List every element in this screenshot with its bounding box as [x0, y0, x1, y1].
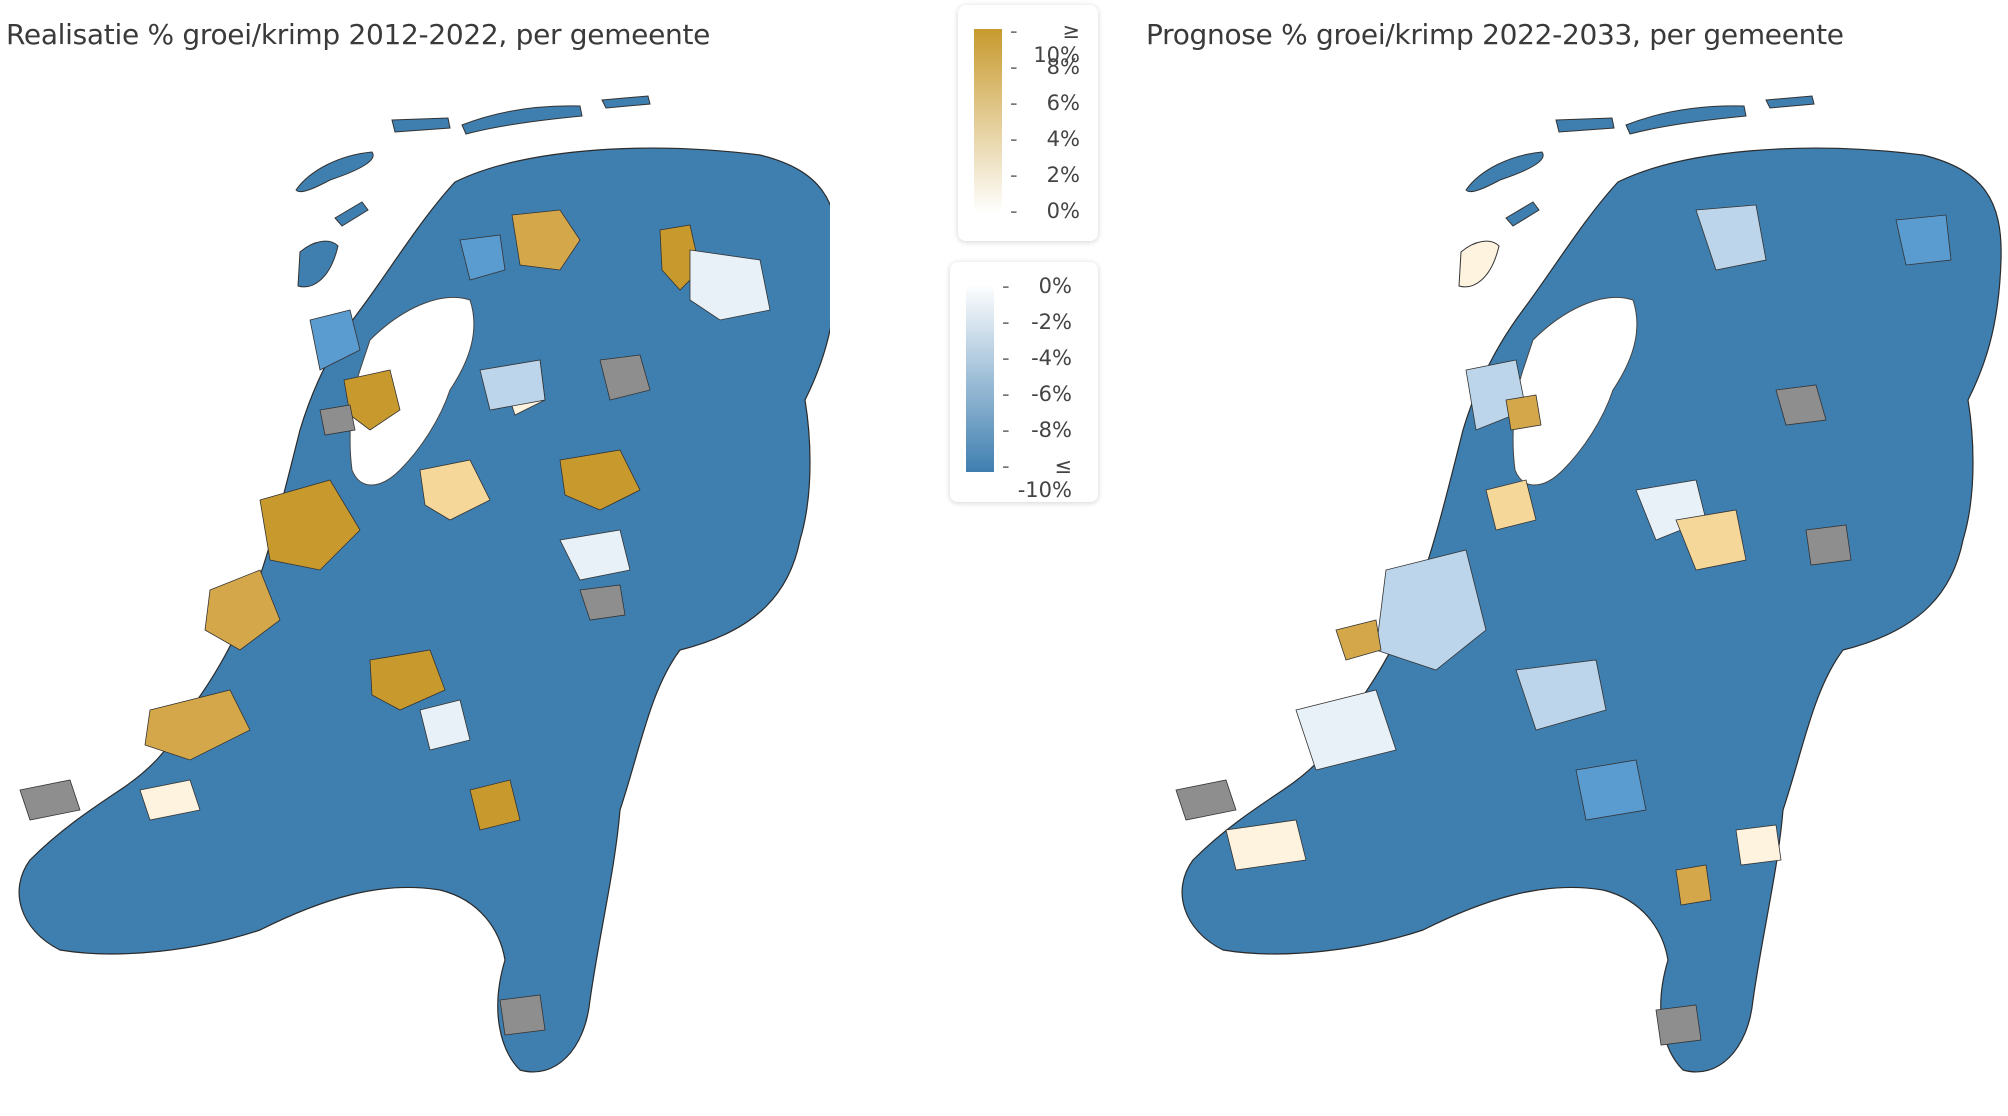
no-data-regions [19, 354, 651, 1036]
legend-shrink-tick: - -2% [1002, 310, 1072, 334]
legend-growth-colorbar [974, 29, 1002, 213]
no-data-regions [1175, 384, 1852, 1046]
wadden-islands [1458, 95, 1815, 288]
legend-shrink: -0% - -2% - -4% - -6% - -8% - ≤ -10% [950, 262, 1098, 502]
legend-growth-tick: -2% [1010, 163, 1080, 187]
map-title-realisatie: Realisatie % groei/krimp 2012-2022, per … [6, 18, 711, 51]
legend-growth-tick: -0% [1010, 199, 1080, 223]
map-title-prognose: Prognose % groei/krimp 2022-2033, per ge… [1146, 18, 1844, 51]
legend-growth: - ≥ 10% -8% -6% -4% -2% -0% [958, 5, 1098, 241]
growth-regions [1225, 394, 1782, 906]
netherlands-map-realisatie [18, 95, 830, 1073]
ijsselmeer [349, 296, 475, 486]
legend-shrink-tick: - -6% [1002, 382, 1072, 406]
legend-shrink-tick: - -4% [1002, 346, 1072, 370]
shrink-light-regions [309, 234, 771, 751]
legend-growth-tick: -6% [1010, 91, 1080, 115]
legend-shrink-colorbar [966, 284, 994, 472]
wadden-islands [295, 95, 651, 288]
legend-shrink-tick: - ≤ -10% [1002, 454, 1072, 502]
legend-growth-tick: - ≥ 10% [1010, 19, 1080, 67]
ijsselmeer [1512, 296, 1638, 486]
shrink-light-regions [1295, 204, 1952, 821]
map-realisatie [0, 70, 830, 1100]
netherlands-map-prognose [1175, 95, 2002, 1073]
legend-growth-tick: -4% [1010, 127, 1080, 151]
legend-shrink-tick: - -8% [1002, 418, 1072, 442]
map-prognose [1136, 70, 2006, 1110]
legend-growth-tick: -8% [1010, 55, 1080, 79]
mainland [1181, 147, 2002, 1073]
legend-shrink-tick: -0% [1002, 274, 1072, 298]
